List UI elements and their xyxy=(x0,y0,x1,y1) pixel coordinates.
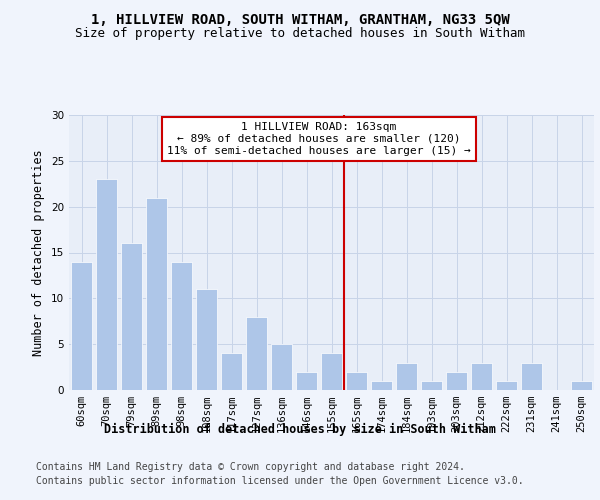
Text: 1, HILLVIEW ROAD, SOUTH WITHAM, GRANTHAM, NG33 5QW: 1, HILLVIEW ROAD, SOUTH WITHAM, GRANTHAM… xyxy=(91,12,509,26)
Bar xyxy=(346,372,367,390)
Bar xyxy=(571,381,592,390)
Bar xyxy=(471,362,492,390)
Bar xyxy=(296,372,317,390)
Bar xyxy=(271,344,292,390)
Bar xyxy=(121,244,142,390)
Bar xyxy=(196,289,217,390)
Text: Distribution of detached houses by size in South Witham: Distribution of detached houses by size … xyxy=(104,422,496,436)
Text: Contains HM Land Registry data © Crown copyright and database right 2024.: Contains HM Land Registry data © Crown c… xyxy=(36,462,465,472)
Bar xyxy=(421,381,442,390)
Y-axis label: Number of detached properties: Number of detached properties xyxy=(32,149,46,356)
Bar xyxy=(146,198,167,390)
Bar xyxy=(371,381,392,390)
Text: Contains public sector information licensed under the Open Government Licence v3: Contains public sector information licen… xyxy=(36,476,524,486)
Bar xyxy=(396,362,417,390)
Bar xyxy=(246,316,267,390)
Text: Size of property relative to detached houses in South Witham: Size of property relative to detached ho… xyxy=(75,28,525,40)
Bar xyxy=(446,372,467,390)
Bar xyxy=(71,262,92,390)
Bar xyxy=(221,354,242,390)
Bar xyxy=(496,381,517,390)
Bar xyxy=(96,179,117,390)
Bar xyxy=(521,362,542,390)
Bar xyxy=(321,354,342,390)
Text: 1 HILLVIEW ROAD: 163sqm
← 89% of detached houses are smaller (120)
11% of semi-d: 1 HILLVIEW ROAD: 163sqm ← 89% of detache… xyxy=(167,122,471,156)
Bar xyxy=(171,262,192,390)
